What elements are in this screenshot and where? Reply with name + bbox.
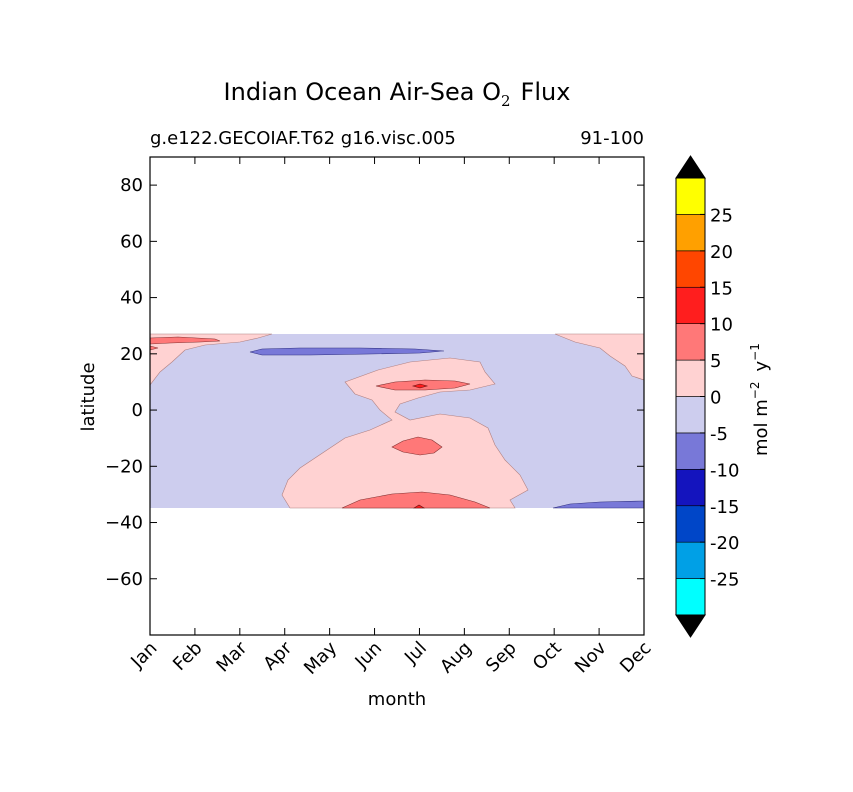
colorbar-segment [675,177,706,215]
colorbar-tick-label: -20 [710,533,739,554]
colorbar-segment [675,432,706,470]
region-positive-0-5-central [281,357,529,509]
x-tick-label: Oct [529,638,566,675]
y-tick-label: 20 [120,344,143,365]
y-axis-label: latitude [78,362,99,431]
x-tick-label: Jul [400,638,431,669]
x-tick-label: Sep [482,638,521,677]
x-tick-label: Dec [616,638,655,677]
y-tick-label: −20 [105,456,143,477]
colorbar-tick-label: -10 [710,460,739,481]
colorbar-tick-label: 15 [710,278,733,299]
region-positive-5-10-south [341,491,491,509]
colorbar-segment [675,578,706,616]
region-positive-5-10-nw-tip [150,345,159,351]
colorbar-segment [675,214,706,252]
colorbar-segment [675,286,706,324]
contour-fill-group [150,333,644,509]
colorbar-tick-label: 25 [710,205,733,226]
region-positive-10-15-core [411,383,429,389]
x-tick-label: Jun [351,638,386,673]
colorbar: -25 -20 -15 -10 -5 0 5 10 15 20 25 [675,155,739,638]
region-negative-10-5-north [249,347,445,356]
colorbar-label: mol m−2y−1 [748,343,772,456]
region-positive-10-15-south [412,504,426,509]
chart-subtitle-left: g.e122.GECOIAF.T62 g16.visc.005 [150,128,456,149]
colorbar-segment [675,505,706,543]
colorbar-segment [675,396,706,434]
colorbar-segment [675,469,706,507]
x-tick-label: Mar [212,637,251,676]
colorbar-tick-label: 10 [710,315,733,336]
region-negative-10-5-south [552,500,644,509]
colorbar-tick-label: -5 [710,424,728,445]
y-axis: −60 −40 −20 0 20 40 60 80 [105,175,644,590]
colorbar-segment [675,250,706,288]
region-positive-5-10-nw [150,336,221,345]
x-tick-label: May [300,637,341,678]
chart-title: Indian Ocean Air-Sea O2 Flux [224,78,571,110]
colorbar-segment [675,541,706,579]
region-positive-0-5-ne [554,333,644,381]
region-positive-0-5-nw [150,333,273,386]
y-tick-label: 60 [120,231,143,252]
colorbar-tick-label: 20 [710,242,733,263]
x-tick-label: Aug [436,638,476,678]
x-axis-label: month [368,689,426,710]
x-tick-label: Jan [126,638,161,673]
colorbar-segment [675,323,706,361]
colorbar-tick-label: -15 [710,497,739,518]
y-tick-label: 0 [132,400,143,421]
plot-frame [149,156,645,636]
y-tick-label: 80 [120,175,143,196]
y-tick-label: −40 [105,513,143,534]
colorbar-extend-min [675,614,706,638]
colorbar-segment [675,359,706,397]
colorbar-tick-label: -25 [710,570,739,591]
x-tick-label: Apr [259,637,296,674]
colorbar-tick-label: 5 [710,351,721,372]
region-positive-5-10-mid [391,436,443,456]
chart-subtitle-right: 91-100 [580,128,644,149]
colorbar-extend-max [675,155,706,179]
y-tick-label: −60 [105,569,143,590]
x-tick-label: Nov [571,637,611,677]
x-tick-label: Feb [169,638,206,675]
y-tick-label: 40 [120,288,143,309]
colorbar-tick-label: 0 [710,388,721,409]
